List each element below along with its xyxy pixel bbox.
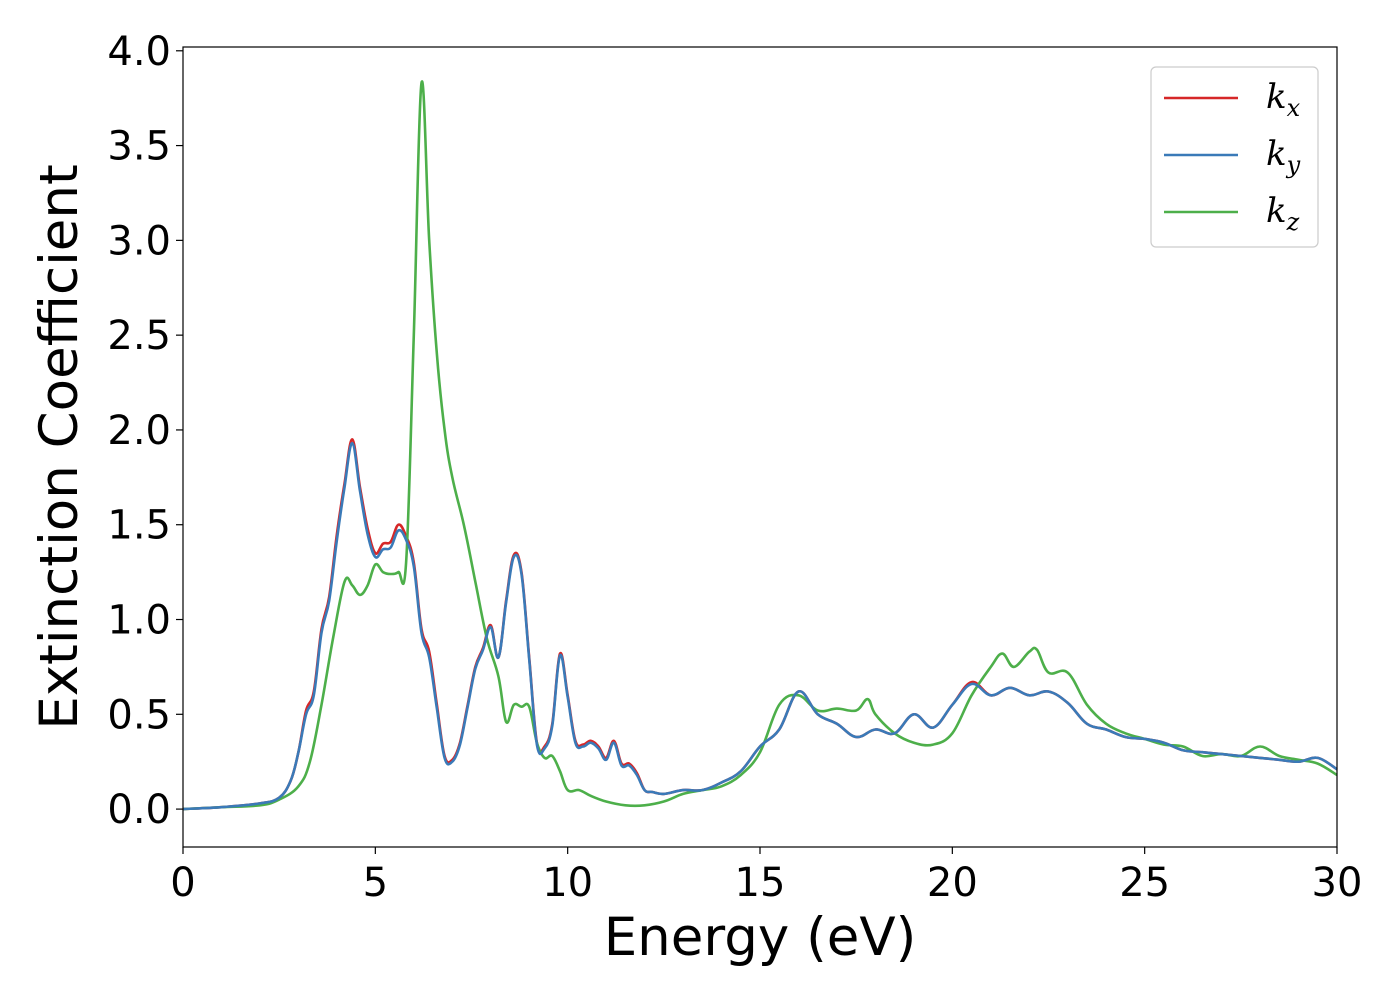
x-tick-label: 25 bbox=[1119, 860, 1170, 906]
y-tick-label: 4.0 bbox=[107, 29, 171, 75]
y-axis-title: Extinction Coefficient bbox=[29, 164, 90, 730]
legend-box bbox=[1150, 66, 1319, 248]
x-tick-label: 10 bbox=[542, 860, 593, 906]
y-tick-label: 0.0 bbox=[107, 787, 171, 833]
series-line-ky bbox=[182, 441, 1338, 811]
x-tick-label: 30 bbox=[1312, 860, 1363, 906]
x-tick-label: 20 bbox=[927, 860, 978, 906]
x-tick-label: 0 bbox=[170, 860, 195, 906]
y-tick-label: 3.5 bbox=[107, 124, 171, 170]
y-axis: 0.0 0.5 1.0 1.5 2.0 2.5 3.0 3.5 4.0 bbox=[107, 29, 183, 833]
y-tick-label: 3.0 bbox=[107, 218, 171, 264]
y-tick-label: 1.0 bbox=[107, 598, 171, 644]
x-axis: 0 5 10 15 20 25 30 bbox=[170, 847, 1362, 906]
series-layer bbox=[182, 80, 1338, 811]
y-tick-label: 0.5 bbox=[107, 692, 171, 738]
x-axis-title: Energy (eV) bbox=[604, 907, 917, 968]
y-tick-label: 2.0 bbox=[107, 408, 171, 454]
y-tick-label: 1.5 bbox=[107, 503, 171, 549]
x-tick-label: 15 bbox=[735, 860, 786, 906]
series-line-kz bbox=[182, 80, 1338, 811]
x-tick-label: 5 bbox=[363, 860, 388, 906]
y-tick-label: 2.5 bbox=[107, 313, 171, 359]
